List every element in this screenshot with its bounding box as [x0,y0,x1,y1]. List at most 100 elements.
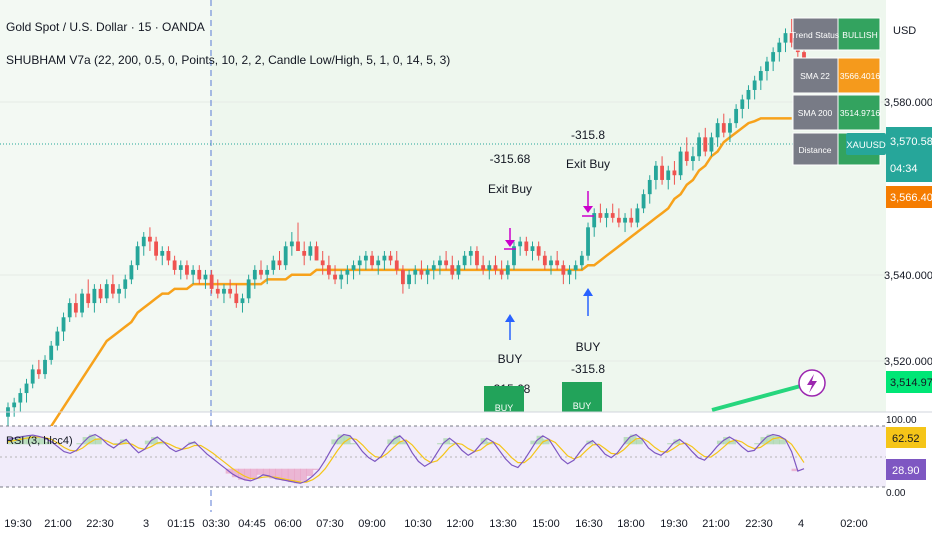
candle [43,355,47,379]
candle-body [30,369,35,384]
candle-body [740,99,745,109]
candle [499,260,504,280]
candle [86,279,91,308]
candle-body [166,250,171,261]
candle-body [370,255,374,266]
candle-body [771,52,776,62]
rsi-pane[interactable]: RSI (3, hlcc4) 100.00 0.00 62.52 28.90 [0,415,926,499]
rsi-overbought-fill [729,440,737,445]
last-price-label [886,127,932,182]
rsi-overbought-fill [542,439,550,445]
candle [573,260,578,280]
candle-body [129,265,134,280]
candle [296,222,300,251]
candle [721,113,726,138]
candle [92,284,97,313]
countdown-value: 04:34 [890,163,918,175]
chart-title[interactable]: Gold Spot / U.S. Dollar · 15 · OANDA [6,20,205,34]
candle-body [450,265,455,275]
sma22-price-value: 3,566.402 [890,192,932,204]
candle [18,388,23,412]
candle-body [715,123,720,138]
candle [413,265,418,285]
candle-body [468,250,473,256]
candle-body [431,265,436,270]
sma200-price-label [886,371,932,393]
candle-body [647,179,652,195]
candle-body [456,265,461,275]
candle [623,213,627,233]
time-tick: 15:00 [532,518,560,530]
candle [468,246,473,266]
candle-body [728,123,732,133]
indicator-legend[interactable]: SHUBHAM V7a (22, 200, 0.5, 0, Points, 10… [6,53,451,67]
candle [487,260,492,280]
rsi-label: RSI (3, hlcc4) [6,435,73,447]
candle [289,232,294,256]
time-tick: 04:45 [238,518,266,530]
rsi-overbought-fill [20,435,28,445]
sma22-price-label [886,186,932,208]
candle [586,222,590,261]
rsi-oversold-fill [269,468,276,479]
candle [166,246,171,266]
candle [438,255,442,275]
candle [234,284,239,308]
time-axis[interactable] [0,512,932,550]
candle [215,279,220,299]
rsi-value1: 62.52 [892,433,920,445]
candle-body [178,265,183,270]
time-tick: 16:30 [575,518,603,530]
candle [30,364,35,389]
candle-body [98,288,103,299]
candle [758,66,763,90]
rsi-overbought-fill [32,436,40,445]
candle-body [635,208,640,223]
symbol-tag[interactable] [846,133,886,155]
candle [475,246,479,270]
candle-body [357,260,362,266]
candle-body [394,260,399,270]
rsi-overbought-fill [95,438,102,445]
time-tick: 09:00 [358,518,386,530]
candle-body [234,293,239,304]
price-tick-3520: 3,520.000 [884,356,932,368]
candle-body [345,269,350,275]
candle-body [561,265,566,275]
lightning-icon[interactable] [798,369,826,397]
rsi-oversold-fill [294,468,301,484]
candle-body [758,71,763,81]
candle [561,260,566,285]
candle-body [524,241,529,251]
time-tick: 21:00 [44,518,72,530]
candle [450,255,455,280]
rsi-overbought-fill [437,443,444,445]
candle [148,227,152,251]
price-tick-3540: 3,540.000 [884,270,932,282]
currency-label: USD [893,25,916,37]
candle [431,260,436,280]
rsi-oversold-fill [312,468,320,470]
rsi-oversold-fill [231,468,239,478]
candle [660,156,664,185]
candle-body [197,269,202,280]
time-tick: 01:15 [167,518,195,530]
candle [283,241,288,270]
candle [73,293,78,318]
candle [123,274,128,299]
candle-body [203,274,208,280]
candle-body [746,89,751,100]
candle [462,250,467,270]
candle [703,127,708,157]
candle [197,265,202,285]
candle [493,255,498,275]
last-price-value: 3,570.580 [890,136,932,148]
rsi-oversold-fill [306,468,314,477]
rsi-overbought-fill [673,439,681,445]
rsi-overbought-fill [14,436,21,445]
candle [55,326,60,351]
candle-body [314,246,319,261]
candle-body [703,137,708,152]
